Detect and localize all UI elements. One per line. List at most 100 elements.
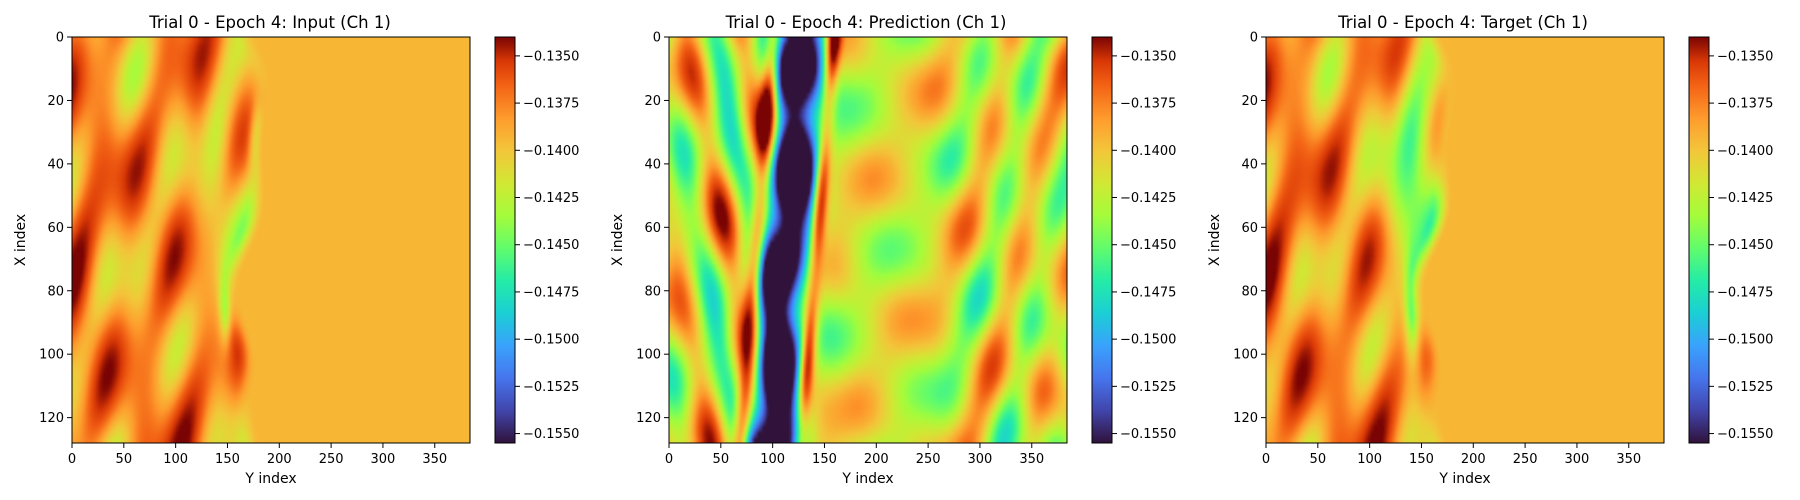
- colorbar-tick-label: −0.1375: [1717, 97, 1773, 112]
- y-tick-label: 20: [644, 94, 661, 109]
- x-tick-label: 300: [371, 452, 396, 467]
- y-tick-label: 60: [47, 221, 64, 236]
- y-tick-label: 100: [1233, 348, 1258, 363]
- colorbar-tick: −0.1500: [515, 333, 579, 348]
- y-tick: 40: [47, 157, 72, 172]
- y-tick: 20: [1241, 94, 1266, 109]
- y-tick-label: 60: [1241, 221, 1258, 236]
- x-tick-label: 0: [665, 452, 673, 467]
- colorbar-tick: −0.1425: [515, 191, 579, 206]
- colorbar-tick-label: −0.1475: [1717, 285, 1773, 300]
- y-tick-label: 0: [1250, 31, 1258, 46]
- colorbar-tick-label: −0.1475: [1120, 285, 1176, 300]
- colorbar-tick: −0.1550: [1112, 427, 1176, 442]
- y-tick: 80: [644, 284, 669, 299]
- colorbar-tick: −0.1500: [1709, 333, 1773, 348]
- colorbar-tick: −0.1525: [515, 380, 579, 395]
- chart-title: Trial 0 - Epoch 4: Prediction (Ch 1): [725, 13, 1007, 32]
- colorbar-tick-label: −0.1525: [523, 380, 579, 395]
- x-tick: 0: [665, 443, 673, 467]
- colorbar: [1688, 36, 1710, 444]
- y-tick-label: 20: [1241, 94, 1258, 109]
- x-tick: 150: [215, 443, 240, 467]
- colorbar-tick: −0.1500: [1112, 333, 1176, 348]
- colorbar-tick: −0.1400: [1709, 144, 1773, 159]
- x-tick: 300: [968, 443, 993, 467]
- colorbar-ticks: −0.1350 −0.1375 −0.1400 −0.1425 −0.1450 −0.14…: [1709, 49, 1773, 442]
- x-tick: 200: [864, 443, 889, 467]
- x-tick-label: 300: [968, 452, 993, 467]
- colorbar-tick: −0.1375: [515, 97, 579, 112]
- colorbar-tick: −0.1525: [1709, 380, 1773, 395]
- colorbar-tick-label: −0.1500: [523, 333, 579, 348]
- x-axis-ticks: 0 50 100 150 200 250 300 350: [1262, 443, 1641, 467]
- x-tick-label: 0: [1262, 452, 1270, 467]
- colorbar-tick: −0.1350: [515, 49, 579, 64]
- x-axis-ticks: 0 50 100 150 200 250 300 350: [665, 443, 1044, 467]
- y-tick-label: 0: [56, 31, 64, 46]
- x-tick-label: 300: [1565, 452, 1590, 467]
- y-tick: 40: [1241, 157, 1266, 172]
- colorbar-tick-label: −0.1375: [1120, 97, 1176, 112]
- y-tick: 100: [636, 348, 669, 363]
- y-tick-label: 120: [636, 411, 661, 426]
- x-tick: 300: [371, 443, 396, 467]
- x-axis-label: Y index: [841, 471, 893, 487]
- plot-frame: [1265, 36, 1665, 444]
- y-axis-ticks: 0 20 40 60 80 100 120: [39, 31, 72, 426]
- x-tick-label: 250: [319, 452, 344, 467]
- colorbar-ticks: −0.1350 −0.1375 −0.1400 −0.1425 −0.1450 −0.14…: [1112, 49, 1176, 442]
- heatmap-image: [1266, 37, 1664, 443]
- x-tick-label: 350: [422, 452, 447, 467]
- y-tick-label: 80: [1241, 284, 1258, 299]
- colorbar-tick: −0.1425: [1709, 191, 1773, 206]
- x-tick: 0: [68, 443, 76, 467]
- colorbar-tick-label: −0.1500: [1717, 333, 1773, 348]
- x-tick: 250: [1513, 443, 1538, 467]
- y-tick: 20: [644, 94, 669, 109]
- x-tick-label: 200: [1461, 452, 1486, 467]
- y-tick-label: 120: [1233, 411, 1258, 426]
- colorbar-tick: −0.1350: [1709, 49, 1773, 64]
- chart-title: Trial 0 - Epoch 4: Target (Ch 1): [1337, 13, 1588, 32]
- y-tick-label: 40: [47, 157, 64, 172]
- y-tick-label: 60: [644, 221, 661, 236]
- x-tick-label: 0: [68, 452, 76, 467]
- colorbar-tick-label: −0.1375: [523, 97, 579, 112]
- y-axis-label: X index: [13, 214, 29, 266]
- colorbar-tick-label: −0.1350: [1120, 49, 1176, 64]
- y-tick: 120: [39, 411, 72, 426]
- y-tick-label: 80: [47, 284, 64, 299]
- x-tick: 200: [1461, 443, 1486, 467]
- panel-prediction: Trial 0 - Epoch 4: Prediction (Ch 1) 0 50…: [610, 13, 1176, 487]
- y-axis-label: X index: [610, 214, 626, 266]
- y-tick: 80: [1241, 284, 1266, 299]
- x-tick: 350: [1616, 443, 1641, 467]
- y-tick-label: 100: [39, 348, 64, 363]
- panel-target: Trial 0 - Epoch 4: Target (Ch 1) 0 50 100 1…: [1207, 13, 1773, 487]
- x-tick: 50: [713, 443, 729, 467]
- x-tick: 350: [1019, 443, 1044, 467]
- colorbar-tick: −0.1425: [1112, 191, 1176, 206]
- colorbar-ticks: −0.1350 −0.1375 −0.1400 −0.1425 −0.1450 −0.14…: [515, 49, 579, 442]
- colorbar-tick-label: −0.1425: [1120, 191, 1176, 206]
- x-tick: 150: [812, 443, 837, 467]
- y-tick: 100: [39, 348, 72, 363]
- y-axis-ticks: 0 20 40 60 80 100 120: [636, 31, 669, 426]
- colorbar-tick: −0.1475: [1112, 285, 1176, 300]
- colorbar-tick-label: −0.1350: [523, 49, 579, 64]
- colorbar-tick-label: −0.1450: [523, 238, 579, 253]
- y-tick: 0: [653, 31, 669, 46]
- colorbar-tick: −0.1550: [1709, 427, 1773, 442]
- x-tick-label: 150: [215, 452, 240, 467]
- colorbar-tick-label: −0.1350: [1717, 49, 1773, 64]
- colorbar-tick: −0.1450: [1709, 238, 1773, 253]
- y-tick-label: 120: [39, 411, 64, 426]
- x-tick-label: 50: [1310, 452, 1327, 467]
- x-tick-label: 100: [163, 452, 188, 467]
- x-tick-label: 200: [267, 452, 292, 467]
- x-tick: 250: [319, 443, 344, 467]
- heatmap-image: [669, 37, 1067, 443]
- colorbar-tick: −0.1475: [515, 285, 579, 300]
- chart-title: Trial 0 - Epoch 4: Input (Ch 1): [148, 13, 391, 32]
